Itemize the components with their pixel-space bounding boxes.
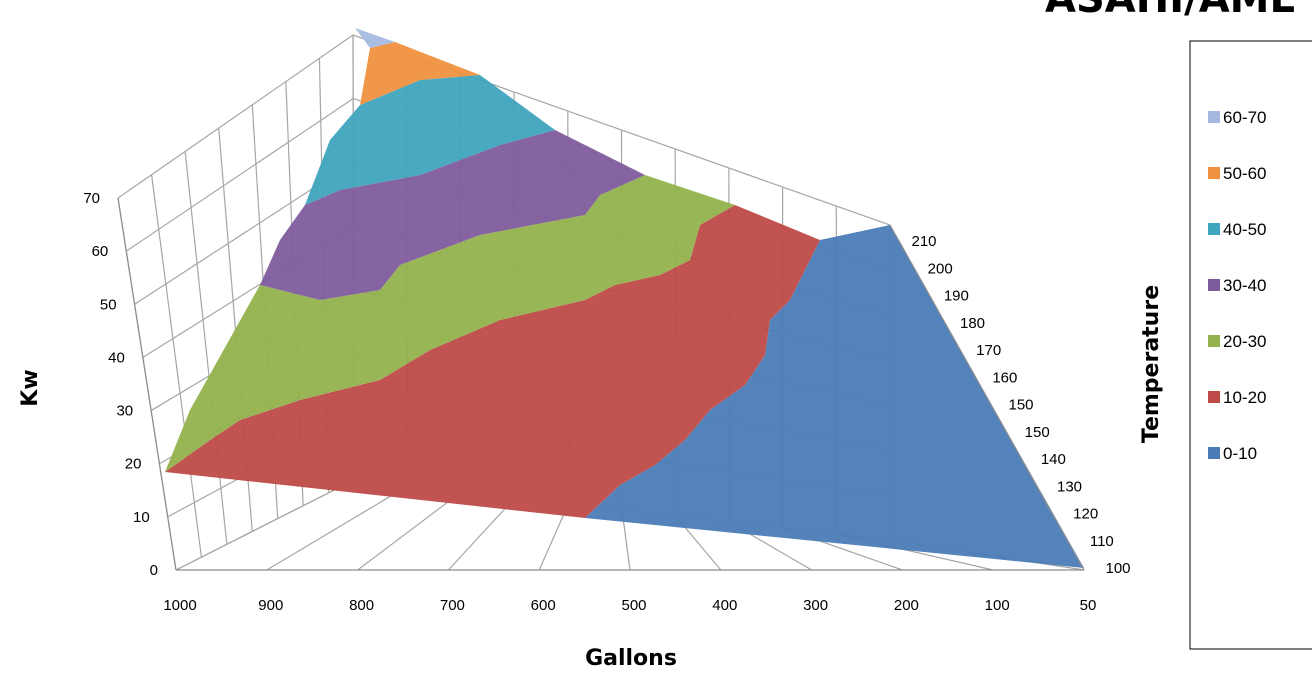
surface-band-50-60: [360, 42, 480, 105]
side-grid-line: [125, 98, 354, 252]
x-tick-label: 200: [894, 597, 919, 614]
legend-label: 30-40: [1223, 276, 1266, 295]
legend-label: 0-10: [1223, 444, 1257, 463]
depth-tick-label: 130: [1057, 478, 1082, 495]
x-tick-label: 800: [349, 597, 374, 614]
depth-tick-label: 150: [1025, 424, 1050, 441]
legend-label: 40-50: [1223, 220, 1266, 239]
x-tick-label: 400: [712, 597, 737, 614]
y-axis-line: [117, 197, 177, 571]
x-tick-label: 50: [1080, 597, 1097, 614]
depth-tick-label: 150: [1008, 397, 1033, 414]
y-axis-title: Kw: [18, 369, 43, 406]
depth-tick-label: 170: [976, 342, 1001, 359]
surface-band-40-50: [305, 75, 555, 205]
y-tick-label: 70: [83, 190, 100, 207]
x-tick-label: 500: [621, 597, 646, 614]
side-grid-line: [184, 151, 228, 545]
legend-label: 20-30: [1223, 332, 1266, 351]
y-tick-label: 60: [92, 243, 109, 260]
depth-axis-title: Temperature: [1139, 285, 1164, 443]
depth-tick-label: 110: [1090, 533, 1114, 550]
surface-band-60-70: [355, 28, 395, 48]
depth-tick-label: 180: [960, 315, 985, 332]
legend-swatch: [1208, 223, 1220, 235]
depth-tick-label: 200: [928, 260, 953, 277]
x-tick-label: 900: [258, 597, 283, 614]
surface-band-30-40: [260, 130, 645, 300]
floor-grid-line: [447, 497, 516, 571]
depth-tick-labels: 100 110 120 130 140 150 150 160 170 180 190 200 210: [911, 233, 1130, 577]
legend-swatch: [1208, 335, 1220, 347]
depth-tick-label: 140: [1041, 451, 1066, 468]
y-tick-label: 0: [150, 562, 158, 579]
legend-swatch: [1208, 391, 1220, 403]
legend-label: 10-20: [1223, 388, 1266, 407]
floor-grid-line: [175, 479, 355, 571]
depth-axis-line: [889, 224, 1085, 571]
x-axis-title: Gallons: [585, 646, 677, 671]
y-tick-label: 10: [133, 509, 150, 526]
legend-swatch: [1208, 279, 1220, 291]
legend-swatch: [1208, 111, 1220, 123]
x-tick-label: 600: [531, 597, 556, 614]
legend-swatch: [1208, 447, 1220, 459]
depth-tick-label: 190: [944, 288, 969, 305]
y-tick-label: 50: [100, 296, 117, 313]
depth-tick-label: 210: [911, 233, 936, 250]
x-tick-label: 700: [440, 597, 465, 614]
depth-tick-label: 160: [992, 369, 1017, 386]
legend-swatch: [1208, 167, 1220, 179]
surface-plot: [165, 28, 1084, 568]
axes: [117, 197, 1085, 571]
x-tick-labels: 1000 900 800 700 600 500 400 300 200 100 50: [163, 597, 1096, 614]
surface-band-20-30: [165, 175, 735, 472]
floor-grid-line: [266, 485, 408, 571]
legend-label: 60-70: [1223, 108, 1266, 127]
side-grid-line: [150, 174, 203, 558]
surface-band-0-10: [585, 225, 1084, 568]
y-tick-label: 40: [108, 349, 125, 366]
banner-text: ASAHI/AME: [1045, 0, 1297, 22]
y-tick-label: 20: [125, 456, 142, 473]
depth-tick-label: 120: [1073, 506, 1098, 523]
legend-label: 50-60: [1223, 164, 1266, 183]
y-tick-label: 30: [116, 403, 133, 420]
x-tick-label: 300: [803, 597, 828, 614]
side-grid-line: [117, 34, 354, 199]
surface-band-10-20: [165, 205, 820, 518]
floor-grid-line: [357, 491, 462, 571]
legend: 60-70 50-60 40-50 30-40 20-30 10-20 0-10: [1189, 40, 1312, 650]
depth-tick-label: 100: [1105, 560, 1130, 577]
x-tick-label: 100: [985, 597, 1010, 614]
y-tick-labels: 0 10 20 30 40 50 60 70: [83, 190, 158, 579]
x-tick-label: 1000: [163, 597, 196, 614]
